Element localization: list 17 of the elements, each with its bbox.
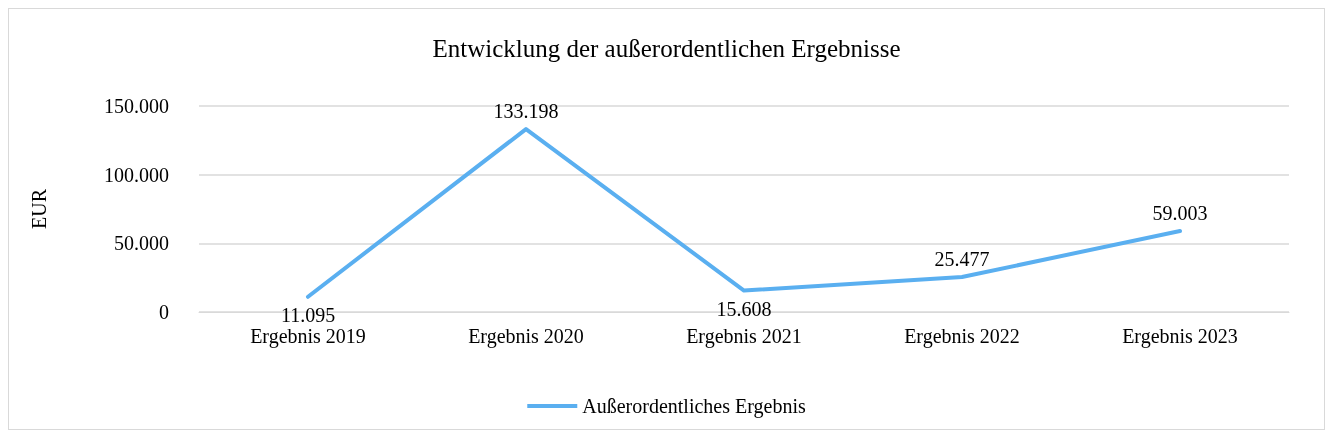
x-tick-label: Ergebnis 2019 xyxy=(250,325,366,348)
legend-label: Außerordentliches Ergebnis xyxy=(582,395,806,418)
data-label: 11.095 xyxy=(280,303,336,326)
data-label: 15.608 xyxy=(716,297,772,320)
y-tick-label: 50.000 xyxy=(114,232,169,255)
chart-title: Entwicklung der außerordentlichen Ergebnisse xyxy=(432,35,901,62)
y-axis-title: EUR xyxy=(28,188,50,229)
data-label: 133.198 xyxy=(493,100,559,123)
x-tick-label: Ergebnis 2021 xyxy=(686,325,802,348)
x-tick-label: Ergebnis 2020 xyxy=(468,325,584,348)
x-tick-label: Ergebnis 2023 xyxy=(1122,325,1238,348)
y-tick-label: 0 xyxy=(159,301,169,323)
data-label: 59.003 xyxy=(1152,201,1208,224)
data-label: 25.477 xyxy=(934,248,990,271)
y-tick-label: 150.000 xyxy=(104,95,169,117)
x-tick-label: Ergebnis 2022 xyxy=(904,325,1020,348)
y-tick-label: 100.000 xyxy=(104,163,169,186)
